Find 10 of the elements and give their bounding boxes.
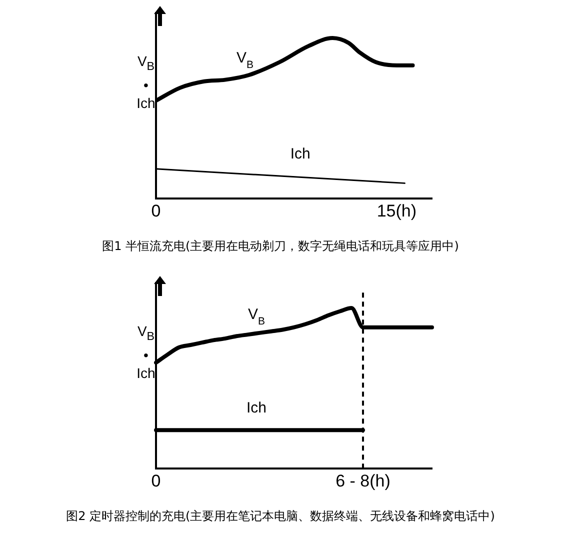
y-axis-title: V$_{B}$ • Ich (136, 322, 156, 382)
series-label: Ich (290, 146, 310, 163)
text: 图2 定时器控制的充电(主要用在笔记本电脑、数据终端、无线设备和蜂窝电话中) (65, 508, 496, 525)
series-label: Ich (246, 400, 267, 417)
x-tick-label: 15(h) (376, 201, 417, 220)
x-tick-label: 0 (151, 201, 161, 220)
text: 图1 半恒流充电(主要用在电动剃刀，数字无绳电话和玩具等应用中) (101, 238, 460, 255)
y-axis-title: V$_{B}$ • Ich (136, 52, 156, 112)
x-tick-label: 6 - 8(h) (336, 471, 390, 490)
x-tick-label: 0 (151, 471, 161, 490)
